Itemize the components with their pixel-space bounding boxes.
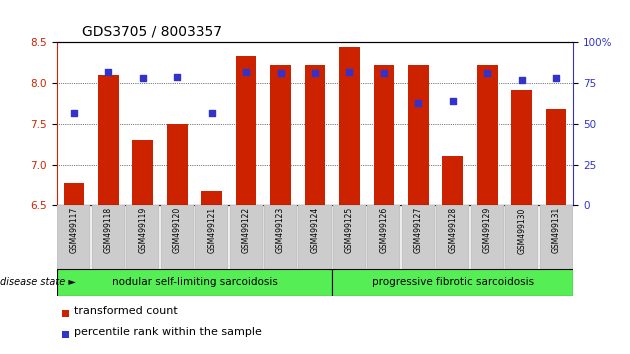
- Point: [517, 77, 527, 83]
- Point: [413, 100, 423, 105]
- Point: [241, 69, 251, 75]
- Text: GSM499128: GSM499128: [449, 207, 457, 253]
- Point: [207, 110, 217, 115]
- Bar: [332, 269, 573, 296]
- Bar: [167, 124, 188, 205]
- Point: [448, 98, 458, 104]
- Bar: [229, 205, 263, 269]
- Bar: [264, 205, 297, 269]
- Bar: [546, 109, 566, 205]
- Text: GSM499122: GSM499122: [242, 207, 251, 253]
- Text: progressive fibrotic sarcoidosis: progressive fibrotic sarcoidosis: [372, 277, 534, 287]
- Bar: [62, 309, 69, 317]
- Text: GSM499121: GSM499121: [207, 207, 216, 253]
- Bar: [305, 65, 325, 205]
- Text: nodular self-limiting sarcoidosis: nodular self-limiting sarcoidosis: [112, 277, 277, 287]
- Text: transformed count: transformed count: [74, 306, 178, 316]
- Point: [138, 75, 148, 81]
- Bar: [236, 56, 256, 205]
- Text: GSM499117: GSM499117: [69, 207, 78, 253]
- Bar: [408, 65, 428, 205]
- Bar: [339, 47, 360, 205]
- Text: GSM499129: GSM499129: [483, 207, 491, 253]
- Point: [345, 69, 355, 75]
- Point: [172, 74, 182, 80]
- Point: [379, 70, 389, 76]
- Point: [310, 70, 320, 76]
- Text: disease state ►: disease state ►: [0, 277, 76, 287]
- Bar: [57, 205, 91, 269]
- Text: GSM499118: GSM499118: [104, 207, 113, 253]
- Bar: [126, 205, 159, 269]
- Bar: [161, 205, 194, 269]
- Bar: [442, 156, 463, 205]
- Bar: [299, 205, 331, 269]
- Text: GSM499130: GSM499130: [517, 207, 526, 253]
- Bar: [471, 205, 504, 269]
- Bar: [374, 65, 394, 205]
- Text: GSM499126: GSM499126: [379, 207, 388, 253]
- Bar: [202, 192, 222, 205]
- Bar: [512, 90, 532, 205]
- Bar: [270, 65, 291, 205]
- Bar: [98, 75, 118, 205]
- Text: GSM499120: GSM499120: [173, 207, 181, 253]
- Bar: [195, 205, 228, 269]
- Point: [482, 70, 492, 76]
- Bar: [477, 65, 498, 205]
- Bar: [333, 205, 366, 269]
- Point: [103, 69, 113, 75]
- Text: GSM499127: GSM499127: [414, 207, 423, 253]
- Bar: [132, 140, 153, 205]
- Text: GSM499124: GSM499124: [311, 207, 319, 253]
- Point: [551, 75, 561, 81]
- Bar: [62, 331, 69, 338]
- Bar: [539, 205, 573, 269]
- Bar: [367, 205, 401, 269]
- Text: percentile rank within the sample: percentile rank within the sample: [74, 327, 262, 337]
- Bar: [505, 205, 538, 269]
- Point: [275, 70, 285, 76]
- Bar: [92, 205, 125, 269]
- Bar: [57, 269, 332, 296]
- Text: GSM499131: GSM499131: [552, 207, 561, 253]
- Text: GSM499123: GSM499123: [276, 207, 285, 253]
- Text: GSM499125: GSM499125: [345, 207, 354, 253]
- Bar: [402, 205, 435, 269]
- Point: [69, 110, 79, 115]
- Bar: [436, 205, 469, 269]
- Bar: [64, 183, 84, 205]
- Text: GDS3705 / 8003357: GDS3705 / 8003357: [82, 25, 222, 39]
- Text: GSM499119: GSM499119: [139, 207, 147, 253]
